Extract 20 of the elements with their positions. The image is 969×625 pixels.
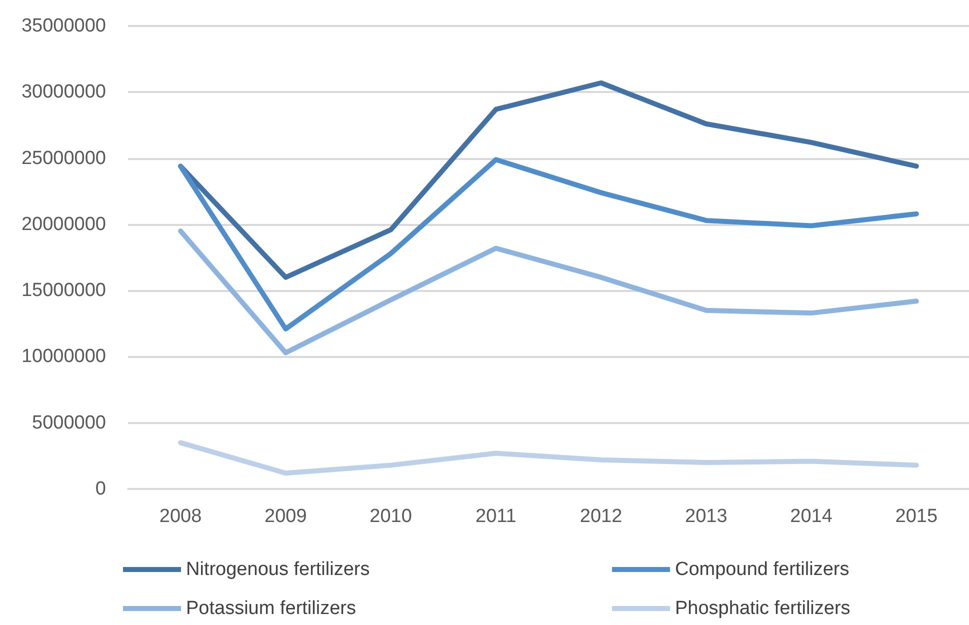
y-tick-label: 10000000 [21, 346, 106, 368]
legend-label: Compound fertilizers [675, 559, 850, 580]
x-tick-label: 2010 [370, 506, 412, 527]
y-tick-label: 15000000 [21, 280, 106, 302]
y-tick-label: 5000000 [32, 412, 106, 434]
x-tick-label: 2008 [159, 506, 202, 527]
legend-label: Phosphatic fertilizers [675, 598, 850, 619]
x-tick-label: 2013 [685, 506, 728, 527]
x-tick-label: 2015 [895, 506, 938, 527]
y-tick-label: 0 [95, 478, 106, 500]
x-tick-label: 2012 [580, 506, 622, 527]
y-tick-label: 20000000 [21, 214, 106, 235]
x-tick-label: 2009 [264, 506, 307, 527]
x-tick-label: 2011 [476, 506, 516, 527]
legend-label: Nitrogenous fertilizers [186, 559, 370, 580]
y-tick-label: 25000000 [21, 148, 106, 169]
x-tick-label: 2014 [790, 506, 833, 527]
y-tick-label: 30000000 [21, 82, 106, 103]
y-tick-label: 35000000 [21, 16, 106, 36]
legend-label: Potassium fertilizers [186, 598, 356, 619]
